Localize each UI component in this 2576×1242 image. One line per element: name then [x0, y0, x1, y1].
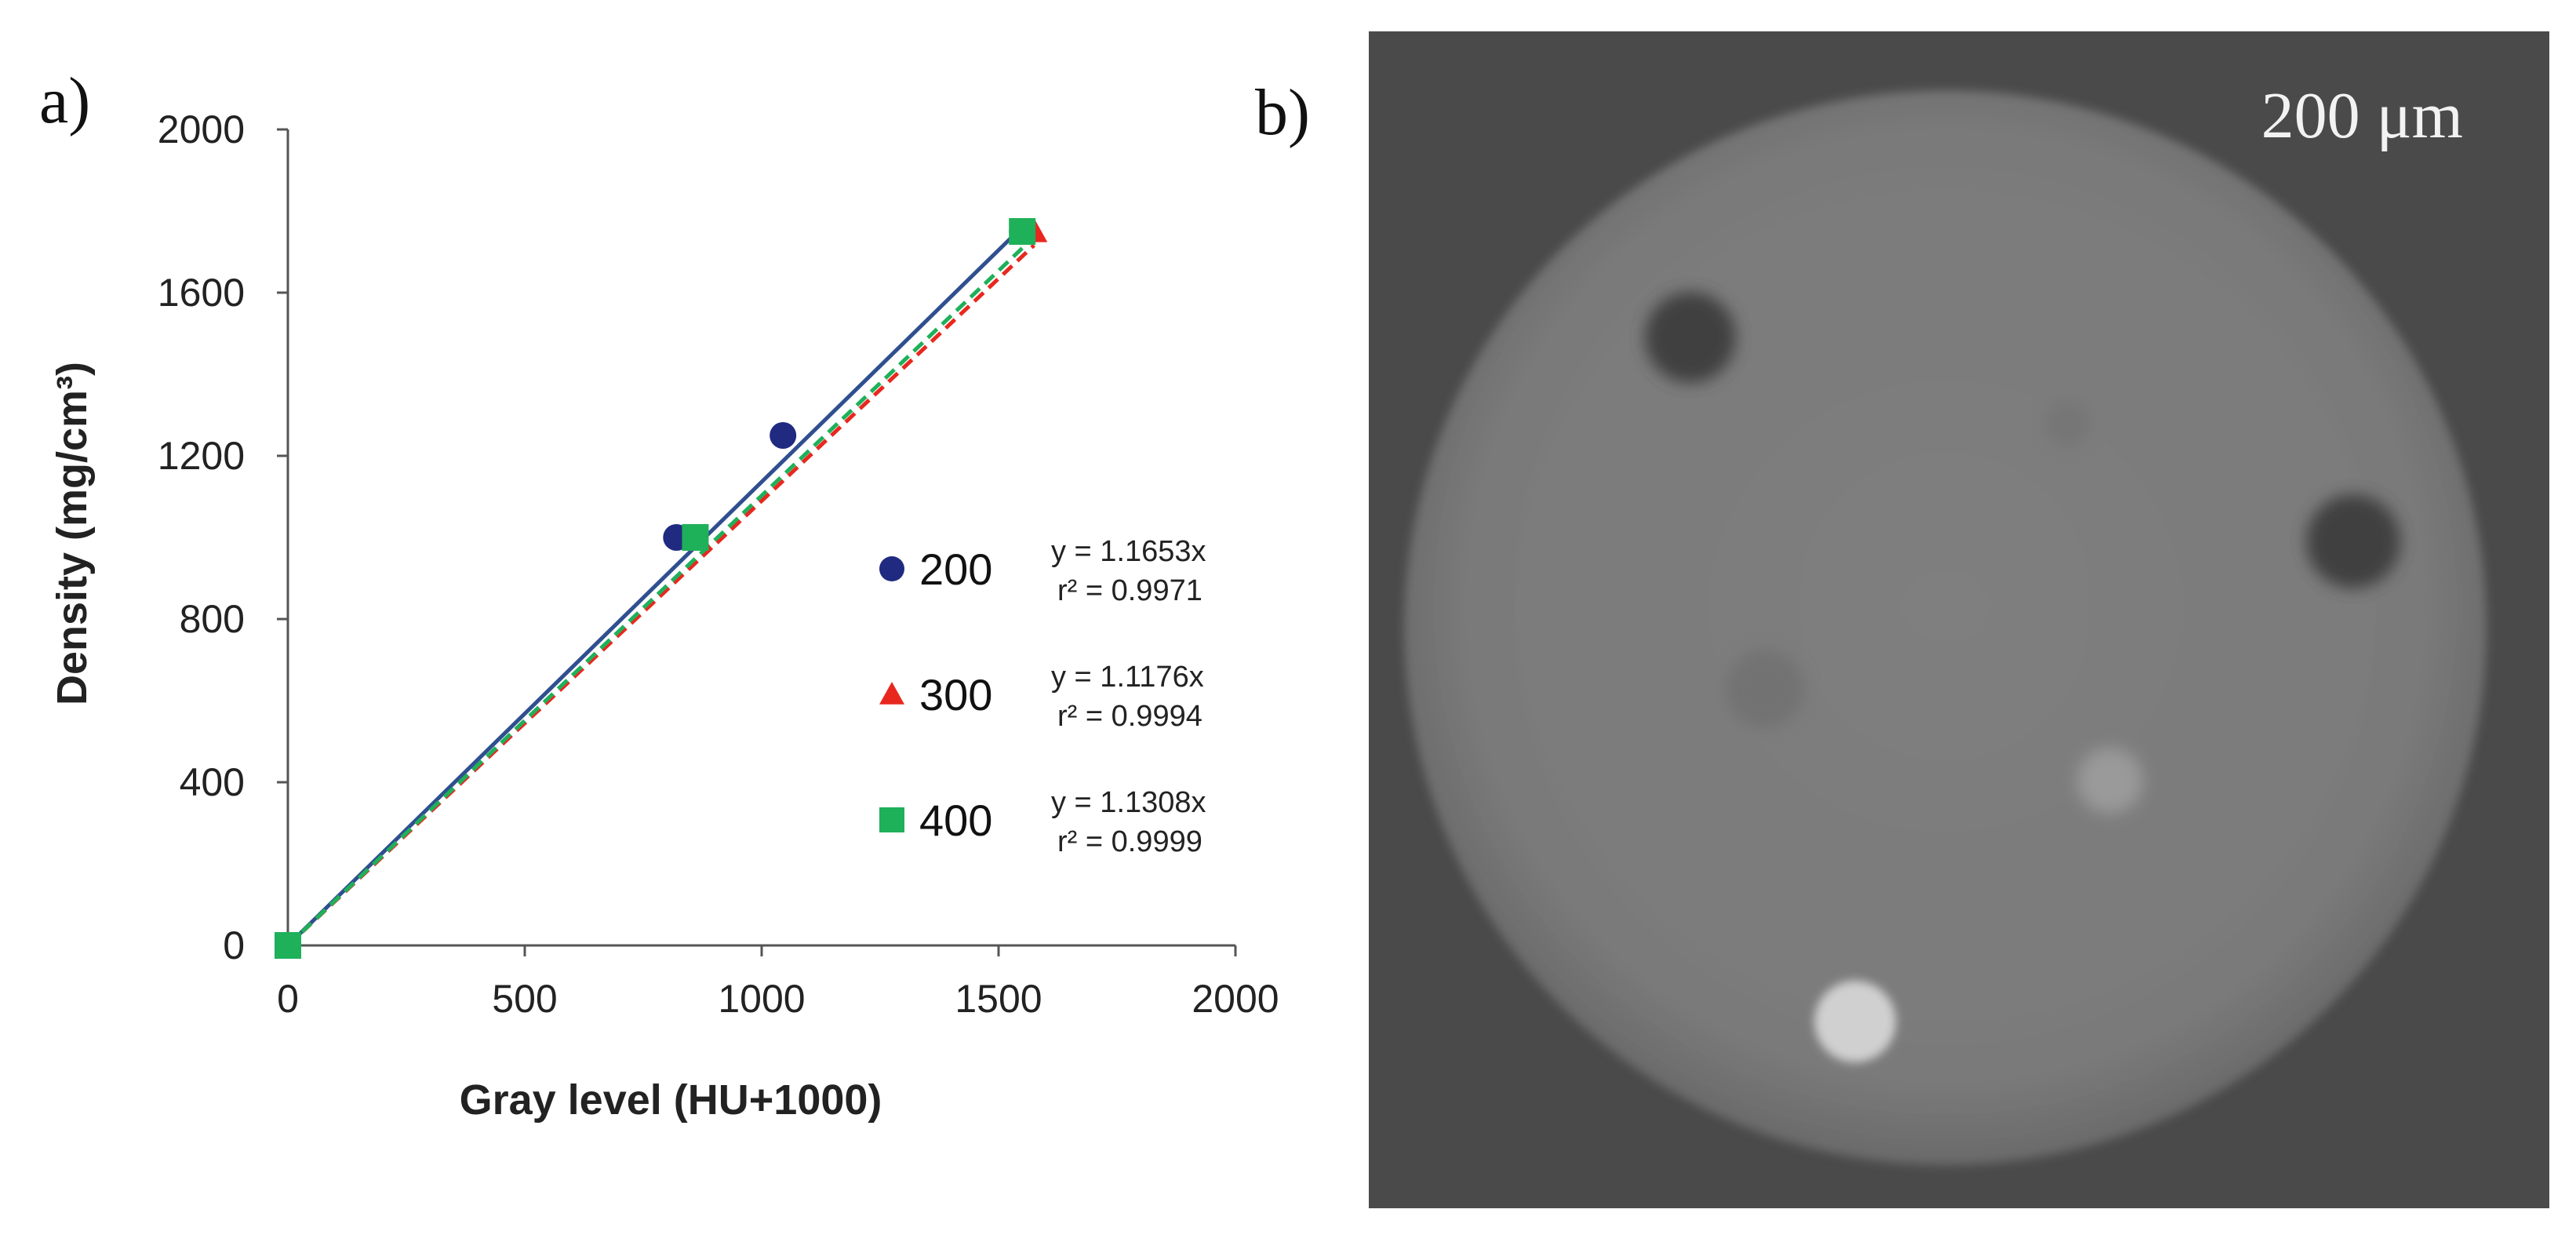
y-axis-title: Density (mg/cm³) [49, 362, 96, 705]
x-tick-label: 1500 [955, 977, 1042, 1021]
x-tick-label: 1000 [718, 977, 805, 1021]
legend-equation-400: y = 1.1308x [1051, 786, 1206, 819]
marker-400 [275, 932, 301, 959]
legend-label-300: 300 [919, 670, 992, 719]
marker-400 [682, 524, 709, 551]
light-insert-center-right [2077, 748, 2143, 814]
faint-insert-center-left [1726, 650, 1804, 728]
x-tick-label: 0 [277, 977, 299, 1021]
y-tick-label: 400 [180, 760, 245, 804]
y-tick-label: 1600 [158, 271, 245, 315]
ct-image-panel: 200 μm [1369, 31, 2549, 1208]
legend-r2-300: r² = 0.9994 [1057, 700, 1202, 733]
x-tick-label: 500 [492, 977, 557, 1021]
legend-label-400: 400 [919, 796, 992, 845]
scale-label: 200 μm [2261, 79, 2463, 152]
dark-insert-right [2306, 494, 2400, 588]
trendline-200 [286, 225, 1024, 947]
data-markers [275, 218, 1048, 959]
calibration-chart: 0 500 1000 1500 2000 0 400 800 1200 1600 2000 Gray… [49, 107, 1279, 1124]
y-tick-label: 2000 [158, 107, 245, 151]
phantom-disc [1404, 90, 2487, 1165]
legend-equation-200: y = 1.1653x [1051, 535, 1206, 568]
legend-marker-200 [879, 556, 904, 581]
legend-equation-300: y = 1.1176x [1051, 661, 1204, 694]
y-tick-label: 0 [223, 923, 245, 967]
marker-400 [1009, 218, 1036, 245]
panel-b-label: b) [1255, 76, 1310, 149]
dark-insert-upper-left [1645, 292, 1736, 383]
y-tick-label: 800 [180, 597, 245, 641]
y-tick-label: 1200 [158, 434, 245, 478]
regression-lines [286, 225, 1036, 947]
chart-legend: 200 y = 1.1653x r² = 0.9971 300 y = 1.1176x r… [879, 535, 1206, 858]
panel-a-label: a) [39, 64, 91, 137]
phantom-inserts [1645, 292, 2400, 1062]
bright-insert-bottom [1814, 981, 1896, 1062]
x-axis-title: Gray level (HU+1000) [460, 1076, 882, 1124]
x-tick-label: 2000 [1192, 977, 1279, 1021]
marker-200 [770, 422, 797, 449]
legend-marker-400 [879, 807, 904, 832]
legend-marker-300 [879, 682, 904, 705]
tick-labels: 0 500 1000 1500 2000 0 400 800 1200 1600 2000 [158, 107, 1279, 1021]
trendline-400 [286, 246, 1024, 947]
legend-r2-200: r² = 0.9971 [1057, 574, 1202, 607]
legend-r2-400: r² = 0.9999 [1057, 825, 1202, 858]
faint-insert-center-top [2043, 400, 2090, 447]
legend-label-200: 200 [919, 545, 992, 594]
trendline-300 [286, 243, 1036, 947]
